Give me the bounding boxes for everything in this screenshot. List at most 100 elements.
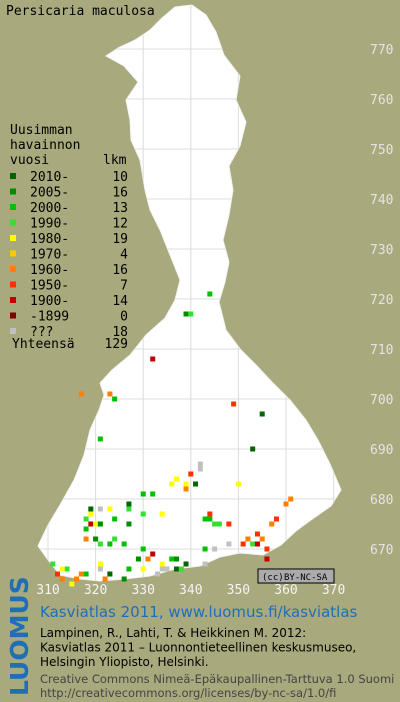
legend-swatch — [10, 312, 16, 319]
legend-heading: vuosi — [10, 153, 49, 168]
observation-square — [264, 546, 270, 552]
legend-swatch — [10, 204, 16, 210]
x-tick-label: 340 — [179, 583, 202, 598]
citation-line: Kasviatlas 2011 – Luonnontieteellinen ke… — [40, 641, 356, 655]
observation-square — [55, 571, 61, 577]
legend-count: 0 — [120, 310, 128, 325]
observation-square — [97, 521, 103, 527]
legend-count: 16 — [112, 186, 128, 201]
legend-label: 2000- — [30, 201, 69, 216]
observation-square — [197, 466, 203, 472]
observation-square — [159, 561, 165, 567]
legend-count: 14 — [112, 294, 128, 309]
atlas-link[interactable]: Kasviatlas 2011, www.luomus.fi/kasviatla… — [40, 603, 358, 621]
observation-square — [93, 536, 99, 542]
legend-label: -1899 — [30, 310, 69, 325]
observation-square — [59, 566, 65, 572]
observation-square — [78, 391, 84, 397]
observation-square — [188, 471, 194, 477]
observation-square — [174, 476, 180, 482]
observation-square — [288, 496, 294, 502]
land — [37, 4, 342, 582]
observation-square — [112, 396, 118, 402]
observation-square — [83, 526, 89, 532]
observation-square — [83, 536, 89, 542]
observation-square — [183, 311, 189, 317]
observation-square — [250, 541, 256, 547]
observation-square — [126, 566, 132, 572]
y-tick-label: 760 — [370, 93, 393, 108]
observation-square — [107, 571, 113, 577]
legend-label: 1990- — [30, 217, 69, 232]
y-tick-label: 680 — [370, 493, 393, 508]
observation-square — [240, 541, 246, 547]
observation-square — [126, 521, 132, 527]
observation-square — [169, 481, 175, 487]
title: Persicaria maculosa — [6, 4, 155, 19]
observation-square — [150, 356, 156, 362]
x-tick-label: 360 — [274, 583, 297, 598]
logo: LUOMUS — [5, 576, 34, 696]
y-tick-label: 750 — [370, 143, 393, 158]
observation-square — [83, 571, 89, 577]
legend-heading: havainnon — [10, 138, 80, 153]
observation-square — [150, 551, 156, 557]
observation-square — [74, 576, 80, 582]
license-line: http://creativecommons.org/licenses/by-n… — [40, 686, 336, 700]
observation-square — [145, 556, 151, 562]
x-tick-label: 320 — [84, 583, 107, 598]
legend-swatch — [10, 235, 16, 241]
observation-square — [97, 436, 103, 442]
legend-swatch — [10, 297, 16, 303]
observation-square — [150, 491, 156, 497]
legend-count: 19 — [112, 232, 128, 247]
observation-square — [88, 521, 94, 527]
observation-square — [140, 491, 146, 497]
legend-label: 2010- — [30, 170, 69, 185]
observation-square — [231, 401, 237, 407]
observation-square — [245, 536, 251, 542]
legend-label: 1900- — [30, 294, 69, 309]
observation-square — [169, 556, 175, 562]
svg-text:(cc): (cc) — [262, 573, 284, 583]
observation-square — [107, 391, 113, 397]
legend-swatch — [10, 250, 16, 257]
x-tick-label: 350 — [227, 583, 250, 598]
observation-square — [254, 531, 260, 537]
observation-square — [97, 541, 103, 547]
legend-heading: Uusimman — [10, 123, 73, 138]
y-tick-label: 670 — [370, 543, 393, 558]
observation-square — [78, 571, 84, 577]
observation-square — [83, 516, 89, 522]
x-tick-label: 310 — [36, 583, 59, 598]
observation-square — [174, 556, 180, 562]
license-line: Creative Commons Nimeä-Epäkaupallinen-Ta… — [40, 672, 394, 686]
legend-swatch — [10, 328, 16, 334]
x-tick-label: 370 — [322, 583, 345, 598]
observation-square — [97, 561, 103, 567]
observation-square — [97, 506, 103, 512]
observation-square — [264, 556, 270, 562]
observation-square — [259, 536, 265, 542]
observation-square — [112, 536, 118, 542]
legend-count: 16 — [112, 263, 128, 278]
observation-square — [259, 411, 265, 417]
legend-count: 10 — [112, 170, 128, 185]
legend-swatch — [10, 188, 16, 195]
legend-label: 2005- — [30, 186, 69, 201]
observation-square — [216, 521, 222, 527]
observation-square — [159, 566, 165, 572]
observations — [50, 291, 294, 587]
legend-swatch — [10, 173, 16, 179]
legend-total: 129 — [105, 337, 128, 352]
observation-square — [188, 311, 194, 317]
legend-count: 4 — [120, 248, 128, 263]
observation-square — [183, 561, 189, 567]
observation-square — [226, 541, 232, 547]
observation-square — [154, 571, 160, 577]
observation-square — [183, 481, 189, 487]
observation-square — [193, 481, 199, 487]
